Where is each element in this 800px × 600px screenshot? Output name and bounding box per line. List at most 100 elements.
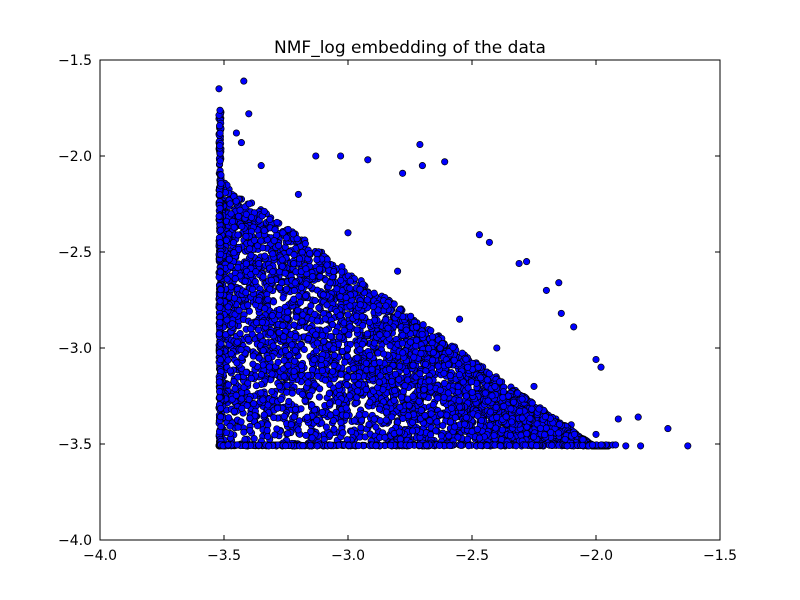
data-point: [433, 418, 441, 426]
data-point: [451, 423, 459, 431]
data-point: [474, 363, 482, 371]
data-point: [502, 413, 510, 421]
data-point: [329, 417, 338, 425]
data-point: [216, 157, 224, 165]
data-point: [410, 353, 418, 361]
data-point: [237, 346, 245, 354]
data-point: [231, 275, 239, 283]
data-point: [223, 275, 231, 283]
data-point: [217, 340, 225, 348]
data-point: [353, 354, 361, 362]
data-point: [263, 426, 271, 435]
data-point: [294, 306, 302, 314]
data-point: [329, 345, 337, 353]
data-point: [372, 423, 380, 431]
data-point: [329, 367, 337, 376]
data-point: [259, 361, 267, 369]
data-point: [290, 295, 298, 303]
data-point: [376, 372, 384, 380]
data-point: [336, 311, 344, 320]
data-point: [217, 226, 225, 234]
data-point: [246, 245, 254, 253]
data-point: [278, 256, 286, 264]
data-point: [342, 404, 350, 412]
data-point: [282, 285, 291, 293]
data-point: [313, 339, 321, 347]
data-point: [267, 276, 275, 284]
data-point: [622, 442, 630, 450]
data-point: [290, 321, 298, 329]
data-point: [445, 432, 453, 440]
data-point: [499, 393, 507, 402]
data-point: [369, 303, 377, 311]
data-point: [518, 414, 526, 422]
data-point: [476, 434, 484, 442]
data-point: [409, 427, 417, 435]
data-point: [477, 416, 486, 425]
data-point: [287, 421, 295, 429]
data-point: [349, 373, 357, 381]
data-point: [597, 441, 605, 449]
data-point: [274, 358, 282, 366]
data-point: [217, 404, 225, 412]
data-point: [216, 356, 225, 364]
data-point: [291, 357, 299, 365]
y-tick-label: −4.0: [58, 533, 92, 549]
data-point: [227, 350, 235, 358]
data-point: [342, 293, 350, 302]
data-point: [216, 393, 224, 402]
data-point: [231, 385, 239, 393]
data-point: [391, 387, 399, 395]
data-point: [224, 381, 233, 389]
data-point: [420, 386, 428, 394]
data-point: [366, 351, 374, 360]
data-point: [248, 285, 257, 293]
data-point: [291, 279, 299, 287]
data-point: [326, 431, 334, 439]
data-point: [467, 378, 476, 386]
data-point: [485, 238, 493, 246]
data-point: [321, 315, 329, 323]
data-point: [291, 346, 299, 355]
data-point: [597, 363, 605, 371]
data-point: [421, 360, 430, 368]
x-tick-label: −2.0: [579, 548, 613, 564]
data-point: [343, 352, 351, 360]
data-point: [259, 347, 267, 355]
data-point: [394, 267, 402, 275]
data-point: [254, 326, 262, 334]
data-point: [230, 239, 238, 247]
data-point: [246, 426, 254, 435]
data-point: [304, 335, 312, 343]
data-point: [353, 326, 361, 334]
data-point: [418, 330, 426, 338]
data-point: [555, 420, 564, 428]
data-point: [321, 376, 329, 384]
data-point: [224, 303, 232, 311]
data-point: [284, 225, 292, 233]
data-point: [376, 417, 384, 425]
data-point: [492, 403, 500, 411]
data-point: [456, 315, 464, 323]
data-point: [332, 408, 340, 416]
data-point: [592, 430, 600, 438]
data-point: [592, 355, 600, 364]
data-point: [328, 321, 337, 329]
data-point: [271, 226, 279, 234]
data-point: [278, 279, 286, 287]
data-point: [381, 433, 389, 442]
data-point: [518, 395, 526, 403]
data-point: [284, 361, 292, 370]
data-point: [217, 250, 225, 258]
data-point: [370, 339, 378, 347]
data-point: [330, 361, 338, 369]
data-point: [441, 158, 449, 166]
data-point: [327, 441, 335, 449]
data-point: [289, 230, 297, 238]
data-point: [354, 387, 362, 395]
data-point: [315, 393, 323, 401]
data-point: [437, 410, 445, 418]
data-point: [370, 415, 378, 423]
data-point: [439, 421, 447, 430]
data-point: [261, 304, 269, 313]
